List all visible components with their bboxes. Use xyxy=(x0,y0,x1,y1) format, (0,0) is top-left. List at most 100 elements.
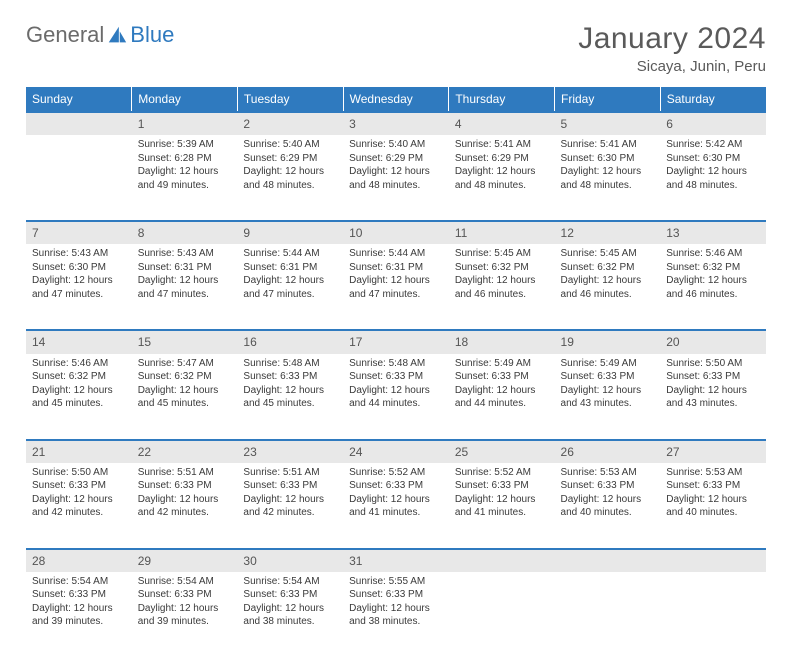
brand-part2: Blue xyxy=(130,22,174,48)
day-number-cell: 19 xyxy=(555,330,661,353)
day-number-cell xyxy=(660,549,766,572)
daylight-line2: and 42 minutes. xyxy=(138,506,232,520)
daylight-line1: Daylight: 12 hours xyxy=(349,493,443,507)
day-number-cell: 3 xyxy=(343,112,449,135)
daylight-line1: Daylight: 12 hours xyxy=(32,274,126,288)
header: General Blue January 2024 Sicaya, Junin,… xyxy=(26,22,766,75)
sunrise-text: Sunrise: 5:54 AM xyxy=(138,575,232,589)
sunset-text: Sunset: 6:33 PM xyxy=(243,588,337,602)
daylight-line2: and 42 minutes. xyxy=(243,506,337,520)
sunrise-text: Sunrise: 5:52 AM xyxy=(455,466,549,480)
daylight-line2: and 44 minutes. xyxy=(455,397,549,411)
day-number-cell: 25 xyxy=(449,440,555,463)
day-data-cell: Sunrise: 5:48 AMSunset: 6:33 PMDaylight:… xyxy=(343,354,449,440)
daylight-line2: and 47 minutes. xyxy=(32,288,126,302)
day-number-row: 123456 xyxy=(26,112,766,135)
day-data-cell: Sunrise: 5:54 AMSunset: 6:33 PMDaylight:… xyxy=(132,572,238,658)
daylight-line2: and 48 minutes. xyxy=(243,179,337,193)
sunset-text: Sunset: 6:31 PM xyxy=(138,261,232,275)
calendar-table: Sunday Monday Tuesday Wednesday Thursday… xyxy=(26,87,766,658)
day-data-cell xyxy=(660,572,766,658)
brand-part1: General xyxy=(26,22,104,48)
sunrise-text: Sunrise: 5:44 AM xyxy=(243,247,337,261)
day-data-cell: Sunrise: 5:50 AMSunset: 6:33 PMDaylight:… xyxy=(660,354,766,440)
daylight-line1: Daylight: 12 hours xyxy=(138,493,232,507)
day-data-cell: Sunrise: 5:50 AMSunset: 6:33 PMDaylight:… xyxy=(26,463,132,549)
day-data-cell: Sunrise: 5:39 AMSunset: 6:28 PMDaylight:… xyxy=(132,135,238,221)
day-number-cell: 23 xyxy=(237,440,343,463)
sunrise-text: Sunrise: 5:48 AM xyxy=(349,357,443,371)
day-data-cell: Sunrise: 5:51 AMSunset: 6:33 PMDaylight:… xyxy=(132,463,238,549)
day-number-cell: 13 xyxy=(660,221,766,244)
daylight-line1: Daylight: 12 hours xyxy=(349,274,443,288)
sunset-text: Sunset: 6:30 PM xyxy=(32,261,126,275)
day-number-cell: 28 xyxy=(26,549,132,572)
sunset-text: Sunset: 6:33 PM xyxy=(349,588,443,602)
daylight-line1: Daylight: 12 hours xyxy=(561,165,655,179)
sunset-text: Sunset: 6:33 PM xyxy=(455,479,549,493)
daylight-line2: and 46 minutes. xyxy=(455,288,549,302)
day-number-cell: 11 xyxy=(449,221,555,244)
day-number-cell: 2 xyxy=(237,112,343,135)
day-number-cell: 27 xyxy=(660,440,766,463)
daylight-line2: and 46 minutes. xyxy=(561,288,655,302)
daylight-line1: Daylight: 12 hours xyxy=(455,384,549,398)
sunset-text: Sunset: 6:33 PM xyxy=(666,370,760,384)
day-number-cell: 6 xyxy=(660,112,766,135)
day-number-cell xyxy=(555,549,661,572)
day-number-cell: 5 xyxy=(555,112,661,135)
daylight-line1: Daylight: 12 hours xyxy=(455,274,549,288)
day-number-cell: 9 xyxy=(237,221,343,244)
sunrise-text: Sunrise: 5:42 AM xyxy=(666,138,760,152)
sunset-text: Sunset: 6:33 PM xyxy=(666,479,760,493)
daylight-line1: Daylight: 12 hours xyxy=(666,274,760,288)
daylight-line2: and 38 minutes. xyxy=(243,615,337,629)
daylight-line2: and 49 minutes. xyxy=(138,179,232,193)
sunset-text: Sunset: 6:31 PM xyxy=(243,261,337,275)
sunset-text: Sunset: 6:30 PM xyxy=(561,152,655,166)
day-number-cell: 20 xyxy=(660,330,766,353)
sunset-text: Sunset: 6:30 PM xyxy=(666,152,760,166)
daylight-line2: and 45 minutes. xyxy=(32,397,126,411)
daylight-line2: and 40 minutes. xyxy=(561,506,655,520)
daylight-line1: Daylight: 12 hours xyxy=(666,384,760,398)
day-data-row: Sunrise: 5:39 AMSunset: 6:28 PMDaylight:… xyxy=(26,135,766,221)
sunset-text: Sunset: 6:32 PM xyxy=(666,261,760,275)
day-number-cell: 29 xyxy=(132,549,238,572)
daylight-line1: Daylight: 12 hours xyxy=(138,602,232,616)
daylight-line2: and 41 minutes. xyxy=(455,506,549,520)
weekday-header: Saturday xyxy=(660,87,766,112)
daylight-line1: Daylight: 12 hours xyxy=(455,165,549,179)
day-number-cell: 22 xyxy=(132,440,238,463)
sunrise-text: Sunrise: 5:53 AM xyxy=(666,466,760,480)
day-data-row: Sunrise: 5:54 AM Sunset: 6:33 PM Daylight:… xyxy=(26,572,766,658)
sunrise-text: Sunrise: 5:41 AM xyxy=(455,138,549,152)
day-number-row: 78910111213 xyxy=(26,221,766,244)
day-number-cell: 16 xyxy=(237,330,343,353)
sunrise-text: Sunrise: 5:49 AM xyxy=(561,357,655,371)
sunrise-text: Sunrise: 5:41 AM xyxy=(561,138,655,152)
day-number-cell: 21 xyxy=(26,440,132,463)
day-data-cell: Sunrise: 5:48 AMSunset: 6:33 PMDaylight:… xyxy=(237,354,343,440)
daylight-line1: Daylight: 12 hours xyxy=(349,165,443,179)
sunset-text: Sunset: 6:32 PM xyxy=(138,370,232,384)
location-text: Sicaya, Junin, Peru xyxy=(578,58,766,75)
day-data-cell: Sunrise: 5:51 AMSunset: 6:33 PMDaylight:… xyxy=(237,463,343,549)
daylight-line1: Daylight: 12 hours xyxy=(561,384,655,398)
daylight-line1: Daylight: 12 hours xyxy=(349,384,443,398)
day-data-cell: Sunrise: 5:49 AMSunset: 6:33 PMDaylight:… xyxy=(449,354,555,440)
sunset-text: Sunset: 6:29 PM xyxy=(455,152,549,166)
daylight-line1: Daylight: 12 hours xyxy=(666,493,760,507)
brand-logo: General Blue xyxy=(26,22,174,48)
weekday-header: Friday xyxy=(555,87,661,112)
sunrise-text: Sunrise: 5:45 AM xyxy=(561,247,655,261)
day-data-cell: Sunrise: 5:44 AMSunset: 6:31 PMDaylight:… xyxy=(343,244,449,330)
daylight-line2: and 48 minutes. xyxy=(561,179,655,193)
sunrise-text: Sunrise: 5:43 AM xyxy=(32,247,126,261)
sunset-text: Sunset: 6:33 PM xyxy=(349,370,443,384)
day-data-cell: Sunrise: 5:43 AMSunset: 6:30 PMDaylight:… xyxy=(26,244,132,330)
weekday-header: Thursday xyxy=(449,87,555,112)
daylight-line2: and 48 minutes. xyxy=(455,179,549,193)
sunset-text: Sunset: 6:29 PM xyxy=(243,152,337,166)
day-data-cell xyxy=(449,572,555,658)
